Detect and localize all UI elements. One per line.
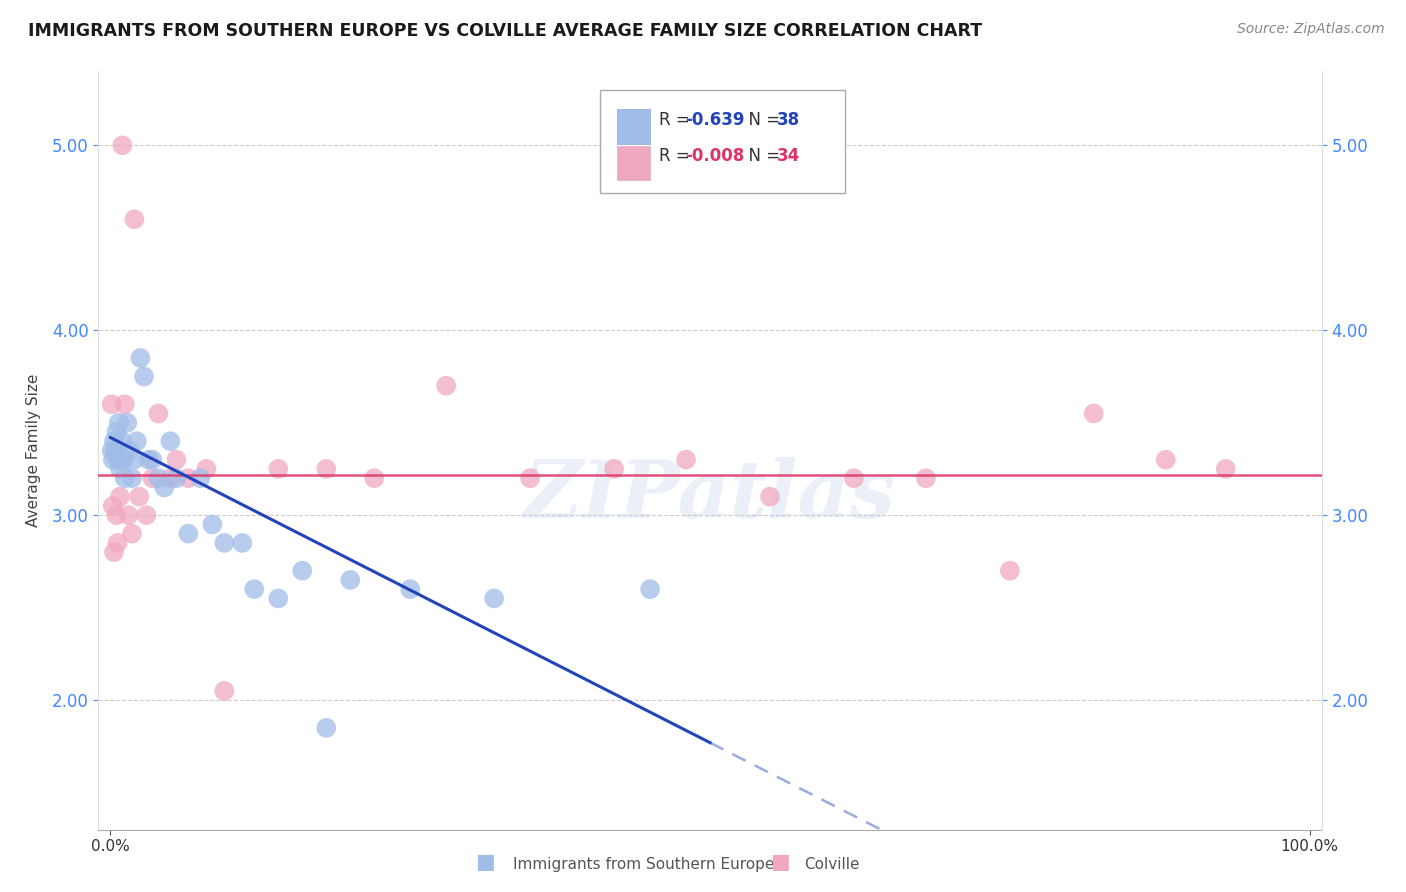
Text: ■: ■ (770, 853, 790, 872)
Point (177, 526, 200, 541)
Point (214, 684, 236, 698)
Y-axis label: Average Family Size: Average Family Size (25, 374, 41, 527)
Point (114, 397, 136, 411)
Point (363, 471, 385, 485)
Point (1083, 407, 1105, 421)
Text: -0.639: -0.639 (686, 111, 745, 128)
Point (188, 471, 211, 485)
FancyBboxPatch shape (617, 146, 650, 180)
Point (107, 536, 129, 550)
Point (121, 526, 143, 541)
Text: ■: ■ (475, 853, 495, 872)
Point (121, 471, 143, 485)
Point (141, 452, 163, 467)
Text: Source: ZipAtlas.com: Source: ZipAtlas.com (1237, 22, 1385, 37)
Point (759, 490, 782, 504)
Point (148, 471, 170, 485)
Point (315, 721, 337, 735)
Point (195, 462, 218, 476)
Point (603, 462, 626, 476)
Point (101, 499, 124, 513)
Point (105, 508, 128, 523)
Point (117, 508, 139, 523)
Point (114, 471, 136, 485)
Point (124, 452, 146, 467)
Point (675, 452, 697, 467)
Point (108, 490, 131, 504)
Point (124, 212, 146, 227)
Point (132, 369, 155, 384)
Point (125, 434, 148, 449)
Text: ZIPatlas: ZIPatlas (524, 458, 896, 534)
Text: Colville: Colville (804, 857, 859, 872)
Point (100, 443, 122, 458)
Point (105, 425, 128, 439)
Point (101, 452, 124, 467)
Point (103, 434, 125, 449)
Point (214, 536, 236, 550)
Point (129, 351, 152, 365)
Point (159, 434, 181, 449)
Point (153, 480, 176, 494)
Text: -0.008: -0.008 (686, 147, 745, 165)
Point (135, 508, 157, 523)
Point (291, 564, 314, 578)
Point (100, 397, 122, 411)
Point (165, 471, 187, 485)
Point (915, 471, 938, 485)
Point (177, 471, 200, 485)
Point (112, 452, 135, 467)
Point (339, 573, 361, 587)
Text: N =: N = (738, 147, 786, 165)
Text: R =: R = (658, 111, 695, 128)
Point (399, 582, 422, 596)
Point (118, 443, 141, 458)
Point (141, 471, 163, 485)
Point (108, 462, 131, 476)
Point (638, 582, 661, 596)
Point (128, 490, 150, 504)
Point (138, 452, 160, 467)
Point (243, 582, 266, 596)
Point (1215, 462, 1237, 476)
Text: N =: N = (738, 111, 786, 128)
Text: Immigrants from Southern Europe: Immigrants from Southern Europe (513, 857, 775, 872)
Text: IMMIGRANTS FROM SOUTHERN EUROPE VS COLVILLE AVERAGE FAMILY SIZE CORRELATION CHAR: IMMIGRANTS FROM SOUTHERN EUROPE VS COLVI… (28, 22, 983, 40)
Text: 34: 34 (778, 147, 800, 165)
Point (267, 591, 290, 606)
Point (110, 452, 132, 467)
Point (201, 517, 224, 532)
FancyBboxPatch shape (617, 109, 650, 145)
Point (108, 416, 129, 430)
Point (998, 564, 1021, 578)
Point (231, 536, 253, 550)
Point (482, 591, 505, 606)
FancyBboxPatch shape (600, 90, 845, 193)
Point (115, 416, 138, 430)
Text: 38: 38 (778, 111, 800, 128)
Point (159, 471, 181, 485)
Point (111, 434, 134, 449)
Point (103, 545, 125, 559)
Point (165, 452, 187, 467)
Point (111, 138, 134, 153)
Point (519, 471, 541, 485)
Point (434, 378, 457, 392)
Point (842, 471, 865, 485)
Point (107, 452, 129, 467)
Point (267, 462, 290, 476)
Text: R =: R = (658, 147, 695, 165)
Point (104, 443, 127, 458)
Point (315, 462, 337, 476)
Point (1154, 452, 1177, 467)
Point (148, 407, 170, 421)
